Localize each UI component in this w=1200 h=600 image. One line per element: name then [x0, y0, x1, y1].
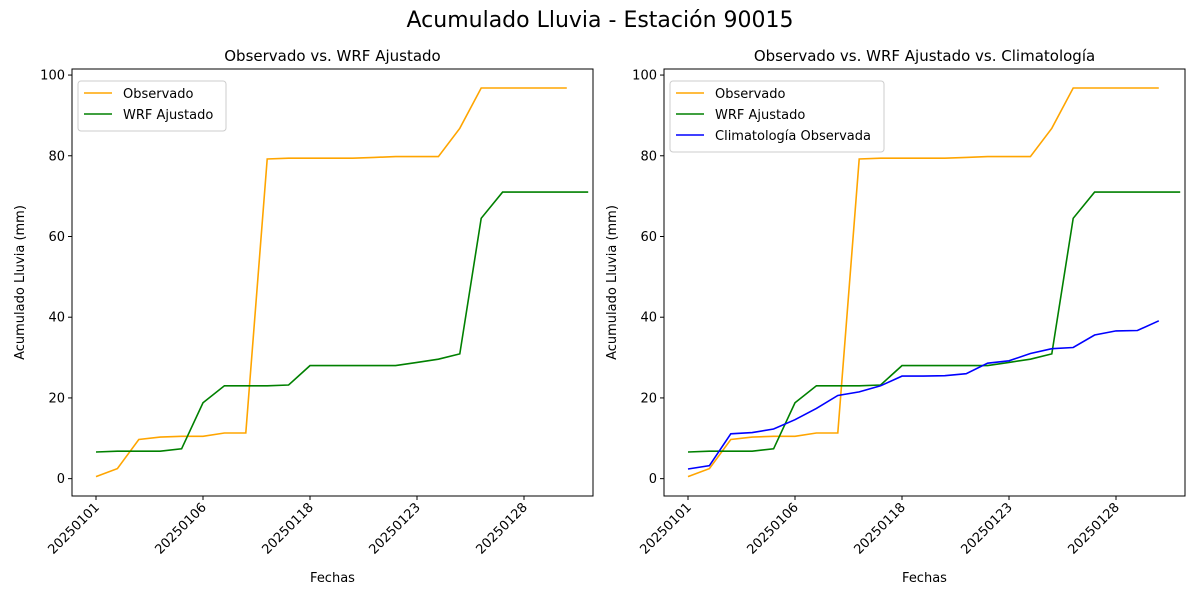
y-tick-label: 40	[48, 311, 65, 326]
y-tick-label: 80	[48, 149, 65, 164]
x-tick-label: 20250101	[45, 500, 102, 557]
legend-label: Climatología Observada	[715, 129, 871, 144]
x-tick-label: 20250123	[958, 500, 1015, 557]
chart-title: Observado vs. WRF Ajustado vs. Climatolo…	[754, 47, 1095, 65]
x-tick-label: 20250106	[744, 500, 801, 557]
x-tick-label: 20250123	[366, 500, 423, 557]
y-axis-label: Acumulado Lluvia (mm)	[13, 205, 28, 360]
series-line-observado	[687, 87, 1159, 478]
x-tick-label: 20250106	[152, 500, 209, 557]
y-tick-label: 100	[632, 69, 657, 84]
chart-title: Observado vs. WRF Ajustado	[224, 47, 440, 65]
x-axis-label: Fechas	[310, 571, 355, 586]
x-tick-label: 20250118	[851, 500, 908, 557]
y-tick-label: 60	[640, 230, 657, 245]
x-tick-label: 20250101	[637, 500, 694, 557]
chart-panel-1: Observado vs. WRF Ajustado 0 20 40 60 80 100 20…	[13, 47, 594, 586]
legend-box	[77, 80, 227, 132]
y-tick-label: 40	[640, 311, 657, 326]
plot-frame	[663, 68, 1186, 497]
chart-panel-2: Observado vs. WRF Ajustado vs. Climatolo…	[605, 47, 1186, 586]
legend-label: Observado	[123, 87, 194, 102]
y-tick-label: 0	[57, 472, 65, 487]
series-line-climatolog-a-observada	[687, 320, 1160, 470]
series-line-observado	[95, 87, 567, 478]
y-tick-label: 0	[649, 472, 657, 487]
legend-label: WRF Ajustado	[715, 108, 805, 123]
figure-title: Acumulado Lluvia - Estación 90015	[406, 8, 794, 33]
y-tick-label: 20	[640, 391, 657, 406]
plot-frame	[71, 68, 594, 497]
legend-label: Observado	[715, 87, 786, 102]
series-line-wrf-ajustado	[687, 191, 1181, 453]
x-tick-label: 20250128	[473, 500, 530, 557]
x-tick-label: 20250128	[1065, 500, 1122, 557]
x-tick-label: 20250118	[259, 500, 316, 557]
y-tick-label: 60	[48, 230, 65, 245]
legend-box	[669, 80, 885, 153]
y-tick-label: 80	[640, 149, 657, 164]
x-axis-label: Fechas	[902, 571, 947, 586]
series-line-wrf-ajustado	[95, 191, 589, 453]
y-tick-label: 20	[48, 391, 65, 406]
y-axis-label: Acumulado Lluvia (mm)	[605, 205, 620, 360]
legend-label: WRF Ajustado	[123, 108, 213, 123]
y-tick-label: 100	[40, 69, 65, 84]
